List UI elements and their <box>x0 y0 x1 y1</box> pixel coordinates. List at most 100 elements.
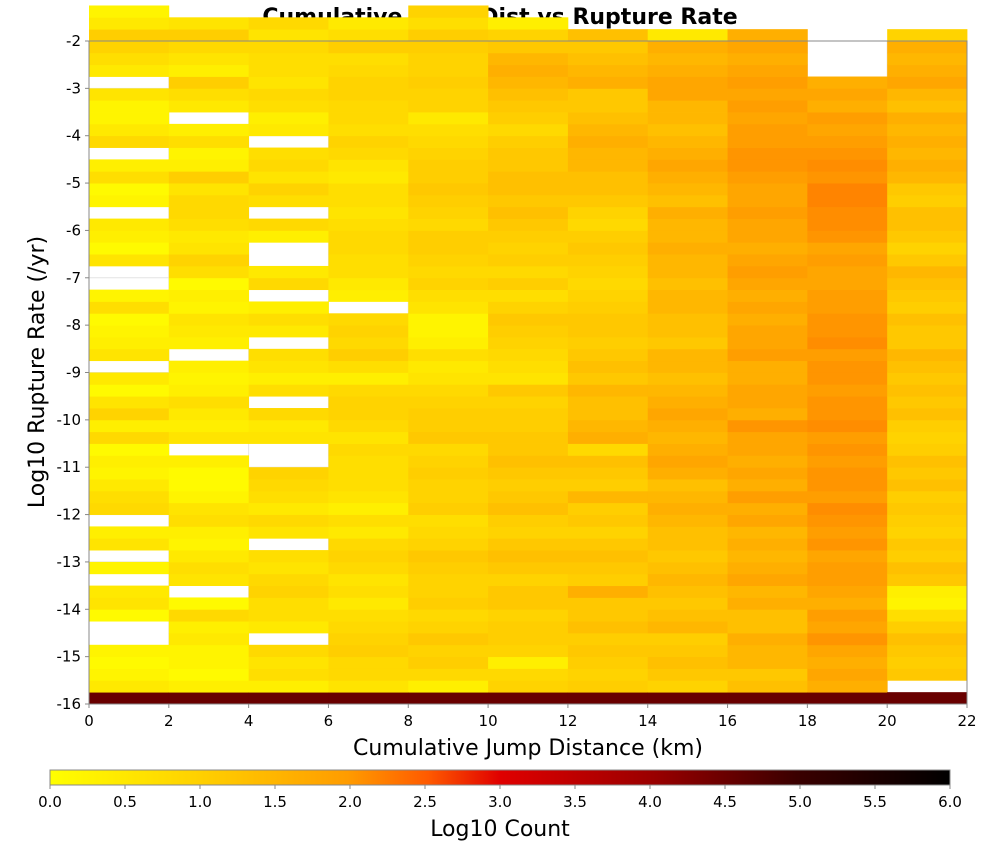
heatmap-cell <box>89 325 170 338</box>
heatmap-cell <box>408 313 489 326</box>
heatmap-cell <box>89 419 170 433</box>
heatmap-cell <box>168 408 250 421</box>
heatmap-cell <box>647 419 728 433</box>
heatmap-cell <box>488 265 569 279</box>
heatmap-cell <box>89 692 170 705</box>
heatmap-cell <box>248 301 329 314</box>
heatmap-cell <box>408 419 489 433</box>
heatmap-cell <box>89 289 170 302</box>
heatmap-cell <box>408 372 489 385</box>
heatmap-cell <box>647 538 728 551</box>
colorbar-tick-label: 2.0 <box>338 793 362 811</box>
heatmap-cell <box>647 301 728 314</box>
heatmap-cell <box>328 52 409 66</box>
heatmap-cell <box>328 254 409 267</box>
heatmap-cell <box>488 123 569 137</box>
heatmap-cell <box>89 313 170 326</box>
heatmap-cell <box>168 644 250 658</box>
heatmap-cell <box>168 396 250 409</box>
heatmap-cell <box>807 396 888 409</box>
heatmap-cell <box>567 692 649 705</box>
heatmap-cell <box>328 76 409 89</box>
heatmap-cell <box>89 159 170 172</box>
heatmap-cell <box>488 112 569 125</box>
heatmap-cell <box>248 419 329 433</box>
heatmap-cell <box>168 159 250 172</box>
heatmap-cell <box>89 656 170 669</box>
heatmap-cell <box>488 502 569 515</box>
heatmap-cell <box>727 443 808 456</box>
heatmap-cell <box>168 431 250 444</box>
y-tick-label: -11 <box>57 458 82 476</box>
y-tick-label: -3 <box>66 79 81 97</box>
heatmap-cell <box>408 443 489 456</box>
heatmap-cell <box>408 597 489 610</box>
heatmap-cell <box>567 668 649 681</box>
heatmap-cell <box>328 419 409 433</box>
heatmap-cell <box>168 561 250 575</box>
x-tick-label: 12 <box>558 712 577 730</box>
heatmap-cell <box>328 313 409 326</box>
heatmap-cell <box>887 325 968 338</box>
heatmap-cell <box>727 194 808 208</box>
heatmap-cell <box>647 265 728 279</box>
heatmap-cell <box>807 171 888 184</box>
y-tick-label: -16 <box>57 695 82 713</box>
heatmap-cell <box>248 29 329 42</box>
heatmap-cell <box>248 372 329 385</box>
heatmap-cell <box>727 467 808 480</box>
heatmap-cell <box>567 467 649 480</box>
heatmap-cell <box>807 336 888 350</box>
heatmap-cell <box>488 609 569 622</box>
colorbar <box>49 769 951 786</box>
heatmap-cell <box>488 254 569 267</box>
heatmap-cell <box>488 171 569 184</box>
heatmap-cell <box>488 656 569 669</box>
heatmap-cell <box>168 64 250 77</box>
heatmap-cell <box>488 668 569 681</box>
heatmap-cell <box>647 680 728 693</box>
heatmap-cell <box>567 597 649 610</box>
heatmap-cell <box>408 17 489 30</box>
heatmap-cell <box>567 301 649 314</box>
heatmap-cell <box>647 336 728 350</box>
heatmap-cell <box>328 147 409 160</box>
heatmap-cell <box>647 561 728 575</box>
heatmap-cell <box>328 123 409 137</box>
heatmap-cell <box>408 431 489 444</box>
heatmap-cell <box>887 538 968 551</box>
heatmap-cell <box>887 514 968 527</box>
heatmap-cell <box>488 218 569 231</box>
heatmap-cell <box>168 17 250 30</box>
heatmap-cell <box>567 384 649 397</box>
heatmap-cell <box>567 372 649 385</box>
heatmap-cell <box>647 408 728 421</box>
colorbar-tick-label: 3.0 <box>488 793 512 811</box>
heatmap-cell <box>887 348 968 362</box>
heatmap-cell <box>248 514 329 527</box>
heatmap-cell <box>567 336 649 350</box>
heatmap-cell <box>488 573 569 587</box>
heatmap-cell <box>168 538 250 551</box>
x-tick-label: 2 <box>164 712 174 730</box>
heatmap-cell <box>647 479 728 492</box>
heatmap-cell <box>887 585 968 598</box>
heatmap-cell <box>887 218 968 231</box>
heatmap-cell <box>567 514 649 527</box>
heatmap-cell <box>887 644 968 658</box>
heatmap-cell <box>168 360 250 373</box>
heatmap-cell <box>887 668 968 681</box>
colorbar-tick-label: 4.0 <box>638 793 662 811</box>
heatmap-cell <box>248 609 329 622</box>
heatmap-cell <box>328 277 409 291</box>
heatmap-cell <box>488 372 569 385</box>
heatmap-cell <box>887 632 968 646</box>
heatmap-cell <box>408 135 489 148</box>
heatmap-cell <box>488 325 569 338</box>
heatmap-cell <box>727 76 808 89</box>
heatmap-cell <box>807 561 888 575</box>
heatmap-cell <box>328 621 409 634</box>
heatmap-cell <box>807 254 888 267</box>
heatmap-cell <box>328 443 409 456</box>
